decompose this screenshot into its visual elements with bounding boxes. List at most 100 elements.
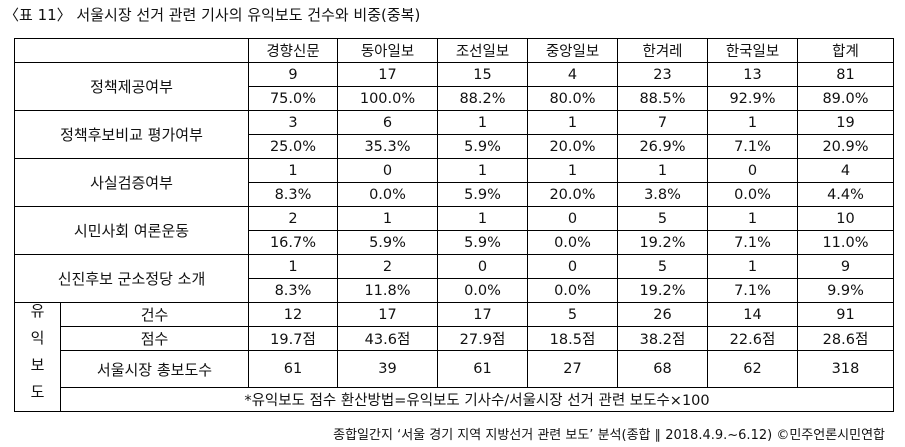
row-header: 정책후보비교 평가여부 [14, 110, 249, 159]
percent-cell: 80.0% [527, 86, 618, 111]
percent-cell: 25.0% [248, 134, 338, 159]
count-cell: 3 [248, 110, 338, 135]
row-header: 사실검증여부 [14, 158, 249, 207]
data-cell: 62 [707, 350, 798, 388]
percent-cell: 20.0% [527, 182, 618, 207]
count-cell: 1 [527, 158, 618, 183]
count-cell: 81 [797, 62, 894, 87]
table-row: 점수 19.7점 43.6점 27.9점 18.5점 38.2점 22.6점 28.6점 [15, 326, 894, 351]
row-header: 점수 [60, 326, 249, 351]
count-cell: 15 [437, 62, 528, 87]
percent-cell: 92.9% [707, 86, 798, 111]
percent-cell: 100.0% [337, 86, 438, 111]
count-cell: 9 [797, 254, 894, 279]
count-cell: 5 [617, 254, 708, 279]
percent-cell: 5.9% [437, 134, 528, 159]
count-cell: 17 [337, 62, 438, 87]
count-cell: 2 [248, 206, 338, 231]
table-row: 정책제공여부 9 17 15 4 23 13 81 [14, 62, 894, 111]
table-row: 25.0% 35.3% 5.9% 20.0% 26.9% 7.1% 20.9% [15, 134, 894, 159]
table-body: 경향신문 동아일보 조선일보 중앙일보 한겨레 한국일보 합계 정책제공여부 9 17 15 4 23 1… [14, 38, 894, 412]
count-cell: 19 [797, 110, 894, 135]
count-cell: 7 [617, 110, 708, 135]
table-row: 신진후보 군소정당 소개 1 2 0 0 5 1 9 [14, 254, 894, 303]
data-cell: 22.6점 [707, 326, 798, 351]
percent-cell: 20.9% [797, 134, 894, 159]
count-cell: 4 [527, 62, 618, 87]
table-row: 정책후보비교 평가여부 3 6 1 1 7 1 19 [14, 110, 894, 159]
percent-cell: 88.5% [617, 86, 708, 111]
data-cell: 61 [437, 350, 528, 388]
count-cell: 1 [527, 110, 618, 135]
count-cell: 1 [617, 158, 708, 183]
source-note: 종합일간지 ‘서울 경기 지역 지방선거 관련 보도’ 분석(종합 ∥ 2018… [333, 428, 885, 443]
count-cell: 1 [337, 206, 438, 231]
data-cell: 27.9점 [437, 326, 528, 351]
percent-cell: 19.2% [617, 278, 708, 303]
corner-cell [14, 38, 249, 63]
data-cell: 28.6점 [797, 326, 894, 351]
data-cell: 17 [437, 302, 528, 327]
percent-cell: 5.9% [337, 230, 438, 255]
count-cell: 0 [527, 254, 618, 279]
percent-cell: 89.0% [797, 86, 894, 111]
percent-cell: 11.0% [797, 230, 894, 255]
percent-cell: 0.0% [337, 182, 438, 207]
table-row: *유익보도 점수 환산방법=유익보도 기사수/서울시장 선거 관련 보도수×10… [15, 387, 894, 412]
count-cell: 6 [337, 110, 438, 135]
data-cell: 91 [797, 302, 894, 327]
table-row: 8.3% 0.0% 5.9% 20.0% 3.8% 0.0% 4.4% [15, 182, 894, 207]
data-cell: 14 [707, 302, 798, 327]
count-cell: 13 [707, 62, 798, 87]
count-cell: 0 [707, 158, 798, 183]
percent-cell: 16.7% [248, 230, 338, 255]
data-cell: 68 [617, 350, 708, 388]
data-table: 경향신문 동아일보 조선일보 중앙일보 한겨레 한국일보 합계 정책제공여부 9 17 15 4 23 1… [14, 38, 894, 412]
table-row: 75.0% 100.0% 88.2% 80.0% 88.5% 92.9% 89.0% [15, 86, 894, 111]
count-cell: 1 [437, 206, 528, 231]
row-header: 신진후보 군소정당 소개 [14, 254, 249, 303]
count-cell: 0 [437, 254, 528, 279]
data-cell: 5 [527, 302, 618, 327]
column-header: 한겨레 [617, 38, 708, 63]
data-cell: 61 [248, 350, 338, 388]
percent-cell: 35.3% [337, 134, 438, 159]
column-header: 합계 [797, 38, 894, 63]
table-row: 유익보도 건수 12 17 17 5 26 14 91 [14, 302, 894, 412]
data-cell: 19.7점 [248, 326, 338, 351]
row-header: 건수 [60, 302, 249, 327]
data-cell: 17 [337, 302, 438, 327]
table-row: 경향신문 동아일보 조선일보 중앙일보 한겨레 한국일보 합계 [14, 38, 894, 63]
percent-cell: 5.9% [437, 230, 528, 255]
row-header: 서울시장 총보도수 [60, 350, 249, 388]
data-cell: 18.5점 [527, 326, 618, 351]
percent-cell: 3.8% [617, 182, 708, 207]
count-cell: 23 [617, 62, 708, 87]
table-row: 16.7% 5.9% 5.9% 0.0% 19.2% 7.1% 11.0% [15, 230, 894, 255]
count-cell: 1 [248, 254, 338, 279]
data-cell: 12 [248, 302, 338, 327]
count-cell: 1 [707, 254, 798, 279]
section-label: 유익보도 [14, 302, 61, 412]
table-note: *유익보도 점수 환산방법=유익보도 기사수/서울시장 선거 관련 보도수×10… [60, 387, 894, 412]
table-row: 서울시장 총보도수 61 39 61 27 68 62 318 [15, 350, 894, 388]
count-cell: 0 [337, 158, 438, 183]
row-header: 정책제공여부 [14, 62, 249, 111]
percent-cell: 0.0% [527, 230, 618, 255]
table-row: 시민사회 여론운동 2 1 1 0 5 1 10 [14, 206, 894, 255]
row-header: 시민사회 여론운동 [14, 206, 249, 255]
percent-cell: 88.2% [437, 86, 528, 111]
count-cell: 1 [248, 158, 338, 183]
count-cell: 10 [797, 206, 894, 231]
column-header: 경향신문 [248, 38, 338, 63]
percent-cell: 4.4% [797, 182, 894, 207]
percent-cell: 8.3% [248, 278, 338, 303]
count-cell: 1 [707, 206, 798, 231]
column-header: 조선일보 [437, 38, 528, 63]
column-header: 동아일보 [337, 38, 438, 63]
count-cell: 5 [617, 206, 708, 231]
percent-cell: 11.8% [337, 278, 438, 303]
count-cell: 1 [707, 110, 798, 135]
count-cell: 4 [797, 158, 894, 183]
